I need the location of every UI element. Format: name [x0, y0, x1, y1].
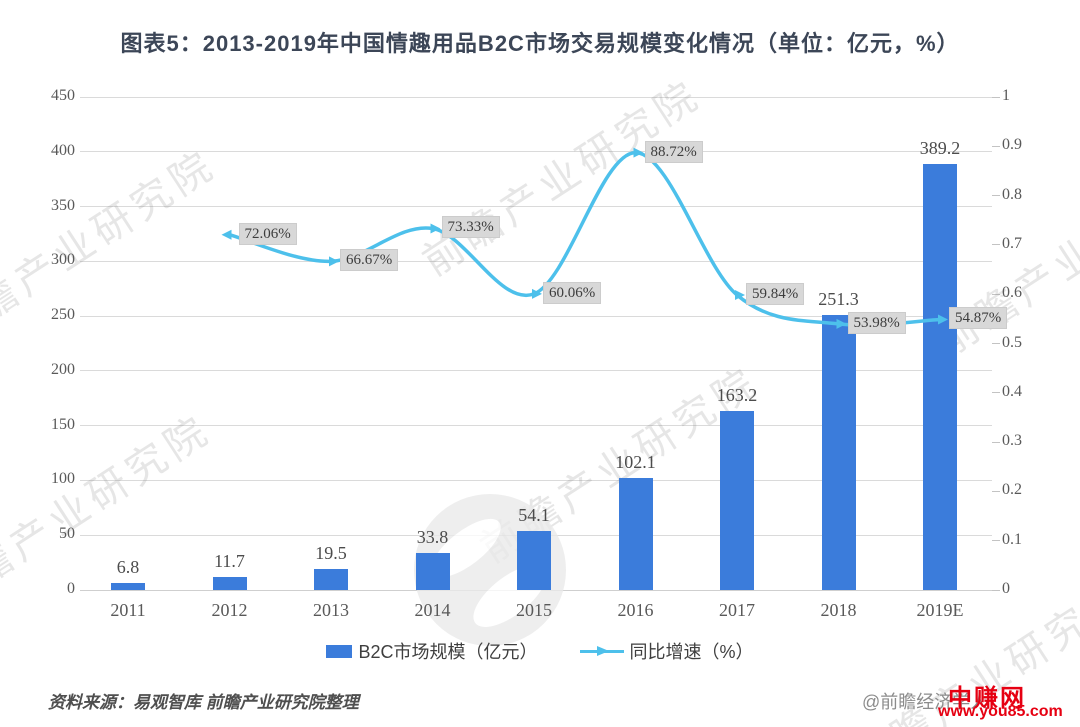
- left-axis-label: 350: [51, 196, 75, 214]
- right-axis-label: 0.7: [1002, 234, 1022, 252]
- x-axis-label: 2015: [516, 600, 552, 620]
- left-axis-label: 400: [51, 141, 75, 159]
- line-point-label: 73.33%: [441, 216, 500, 239]
- bar: [415, 552, 450, 590]
- right-axis-tick: [992, 392, 1000, 394]
- bar-value-label: 6.8: [116, 556, 140, 577]
- credit-handle: @前瞻经济学人: [862, 692, 989, 712]
- x-axis-label: 2016: [617, 600, 654, 620]
- bar: [111, 582, 145, 590]
- right-axis-label: 0.4: [1002, 382, 1022, 400]
- line-point-label: 54.87%: [949, 307, 1008, 330]
- right-axis-label: 0.3: [1002, 432, 1022, 450]
- x-axis-label: 2014: [414, 600, 451, 620]
- line-point-label: 53.98%: [847, 311, 906, 334]
- legend: B2C市场规模（亿元） 同比增速（%）: [0, 638, 1080, 664]
- x-axis-label: 2012: [211, 600, 248, 620]
- line-point-label: 60.06%: [543, 281, 602, 304]
- right-axis-tick: [992, 441, 1000, 443]
- left-axis-label: 100: [51, 470, 75, 488]
- right-axis-label: 0.8: [1002, 185, 1022, 203]
- bar-value-label: 102.1: [615, 452, 656, 473]
- right-axis-label: 0.6: [1002, 284, 1022, 302]
- right-axis-tick: [992, 490, 1000, 492]
- bar-value-label: 19.5: [315, 542, 347, 563]
- left-axis-label: 450: [51, 87, 75, 104]
- line-arrow-marker-icon: [596, 646, 609, 656]
- x-axis-label: 2013: [313, 600, 349, 620]
- line-point-label: 66.67%: [340, 249, 399, 272]
- left-axis-label: 0: [67, 580, 75, 597]
- bar: [517, 530, 551, 590]
- right-axis-tick: [992, 96, 1000, 98]
- x-axis-label: 2011: [110, 600, 146, 620]
- bar: [821, 314, 856, 590]
- bar-value-label: 163.2: [716, 385, 758, 406]
- bar-series-swatch: [326, 644, 353, 658]
- site-watermark-name: 中赚网: [948, 685, 1026, 712]
- right-axis-tick: [992, 343, 1000, 344]
- bar-value-label: 11.7: [214, 551, 245, 572]
- bar: [212, 577, 247, 590]
- bar-value-label: 54.1: [518, 504, 550, 525]
- right-axis-label: 0: [1002, 580, 1010, 597]
- gridline: [80, 96, 992, 98]
- left-axis-label: 250: [51, 306, 75, 324]
- left-axis-label: 200: [51, 360, 75, 378]
- line-point-label: 72.06%: [238, 222, 297, 245]
- bar: [314, 568, 348, 590]
- bar: [923, 163, 957, 590]
- bar-value-label: 33.8: [416, 526, 449, 547]
- chart-title: 图表5：2013-2019年中国情趣用品B2C市场交易规模变化情况（单位：亿元，…: [120, 31, 960, 56]
- x-axis-label: 2019E: [916, 600, 964, 620]
- left-axis-label: 50: [59, 525, 75, 543]
- right-axis-tick: [992, 195, 1000, 197]
- site-watermark-url: www.you85.com: [938, 703, 1063, 720]
- line-point-label: 88.72%: [644, 140, 703, 163]
- right-axis-tick: [992, 244, 1000, 246]
- legend-item-bar-series: B2C市场规模（亿元）: [326, 638, 538, 664]
- bar-series-label: B2C市场规模（亿元）: [358, 642, 538, 662]
- line-point-label: 59.84%: [746, 282, 805, 305]
- right-axis-tick: [992, 540, 1000, 542]
- right-axis-label: 0.2: [1002, 481, 1022, 499]
- right-axis-label: 0.1: [1002, 530, 1022, 548]
- right-axis-tick: [992, 145, 1000, 147]
- right-axis-label: 1: [1002, 87, 1010, 104]
- x-axis-label: 2018: [820, 600, 857, 620]
- gridline: [80, 260, 992, 262]
- gridline: [80, 370, 992, 372]
- legend-item-line-series: 同比增速（%）: [579, 638, 754, 664]
- bar: [618, 478, 653, 590]
- left-axis-label: 300: [51, 251, 75, 269]
- x-axis-label: 2017: [719, 600, 755, 620]
- right-axis-label: 0.9: [1002, 136, 1022, 154]
- bar-value-label: 251.3: [818, 288, 859, 309]
- left-axis-label: 150: [51, 415, 75, 433]
- line-series-swatch: [579, 644, 624, 658]
- gridline: [80, 425, 992, 427]
- right-axis-tick: [992, 589, 1000, 591]
- right-axis-tick: [992, 293, 1000, 295]
- gridline: [80, 479, 992, 481]
- gridline: [80, 206, 992, 208]
- right-axis-label: 0.5: [1002, 333, 1022, 351]
- source-note: 资料来源：易观智库 前瞻产业研究院整理: [48, 693, 359, 712]
- gridline: [80, 151, 992, 153]
- bar: [720, 411, 754, 590]
- line-series-label: 同比增速（%）: [629, 642, 754, 662]
- bar-value-label: 389.2: [919, 137, 961, 158]
